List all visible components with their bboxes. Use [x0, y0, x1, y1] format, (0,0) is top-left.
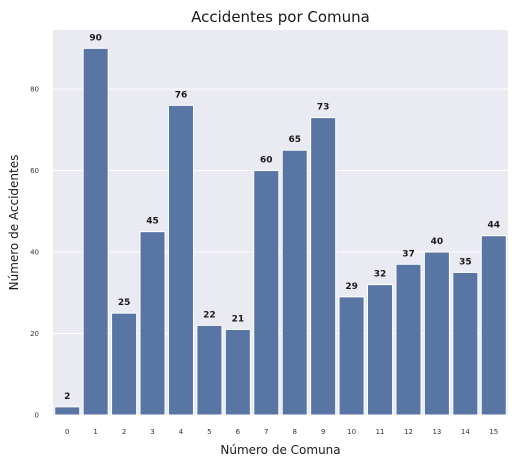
x-tick-label: 2 [122, 428, 126, 436]
x-tick-label: 9 [321, 428, 325, 436]
x-tick-label: 11 [376, 428, 385, 436]
x-tick-label: 12 [404, 428, 413, 436]
x-tick-label: 1 [93, 428, 97, 436]
data-label: 25 [118, 298, 131, 308]
data-label: 22 [203, 310, 216, 320]
x-tick-label: 15 [489, 428, 498, 436]
y-tick-label: 0 [35, 412, 39, 420]
data-label: 29 [345, 282, 358, 292]
data-label: 44 [488, 221, 501, 231]
x-tick-label: 13 [432, 428, 441, 436]
x-tick-label: 6 [236, 428, 241, 436]
y-tick-labels: 0 20 40 60 80 [30, 86, 39, 420]
y-tick-label: 60 [30, 167, 39, 175]
data-label: 37 [402, 249, 415, 259]
bars [54, 47, 507, 416]
bar-comuna-1 [82, 47, 109, 416]
data-label: 60 [260, 156, 273, 166]
x-tick-label: 7 [264, 428, 268, 436]
data-label: 65 [288, 135, 301, 145]
x-tick-label: 4 [179, 428, 184, 436]
data-label: 90 [89, 33, 102, 43]
x-axis-label: Número de Comuna [220, 443, 340, 457]
y-tick-label: 40 [30, 249, 39, 257]
bar-comuna-7 [253, 170, 280, 416]
y-tick-label: 80 [30, 86, 39, 94]
x-tick-label: 14 [461, 428, 470, 436]
bar-comuna-14 [452, 271, 479, 416]
bar-comuna-4 [167, 104, 194, 416]
data-labels: 2 90 25 45 76 22 21 60 65 73 29 32 37 40 35 44 [64, 33, 500, 402]
x-tick-label: 8 [292, 428, 296, 436]
bar-comuna-10 [338, 296, 365, 416]
bar-comuna-3 [139, 231, 166, 416]
chart-title: Accidentes por Comuna [191, 8, 370, 26]
x-tick-label: 10 [347, 428, 356, 436]
bar-comuna-6 [224, 328, 251, 416]
x-tick-labels: 0 1 2 3 4 5 6 7 8 9 10 11 12 13 14 15 [65, 428, 498, 436]
data-label: 32 [374, 270, 387, 280]
bar-comuna-5 [196, 324, 223, 416]
data-label: 73 [317, 103, 330, 113]
y-axis-label: Número de Accidentes [7, 155, 21, 291]
bar-comuna-13 [423, 251, 450, 416]
x-tick-label: 0 [65, 428, 69, 436]
bar-comuna-11 [367, 284, 394, 416]
bar-comuna-12 [395, 263, 422, 416]
data-label: 35 [459, 257, 472, 267]
x-tick-label: 3 [150, 428, 154, 436]
bar-comuna-2 [111, 312, 138, 416]
data-label: 45 [146, 217, 159, 227]
data-label: 2 [64, 392, 70, 402]
bar-comuna-15 [480, 235, 507, 416]
y-tick-label: 20 [30, 330, 39, 338]
bar-comuna-8 [281, 149, 308, 416]
bar-comuna-0 [54, 406, 81, 416]
data-label: 21 [232, 314, 245, 324]
x-tick-label: 5 [207, 428, 211, 436]
data-label: 76 [175, 90, 188, 100]
bar-comuna-9 [310, 117, 337, 416]
data-label: 40 [431, 237, 444, 247]
